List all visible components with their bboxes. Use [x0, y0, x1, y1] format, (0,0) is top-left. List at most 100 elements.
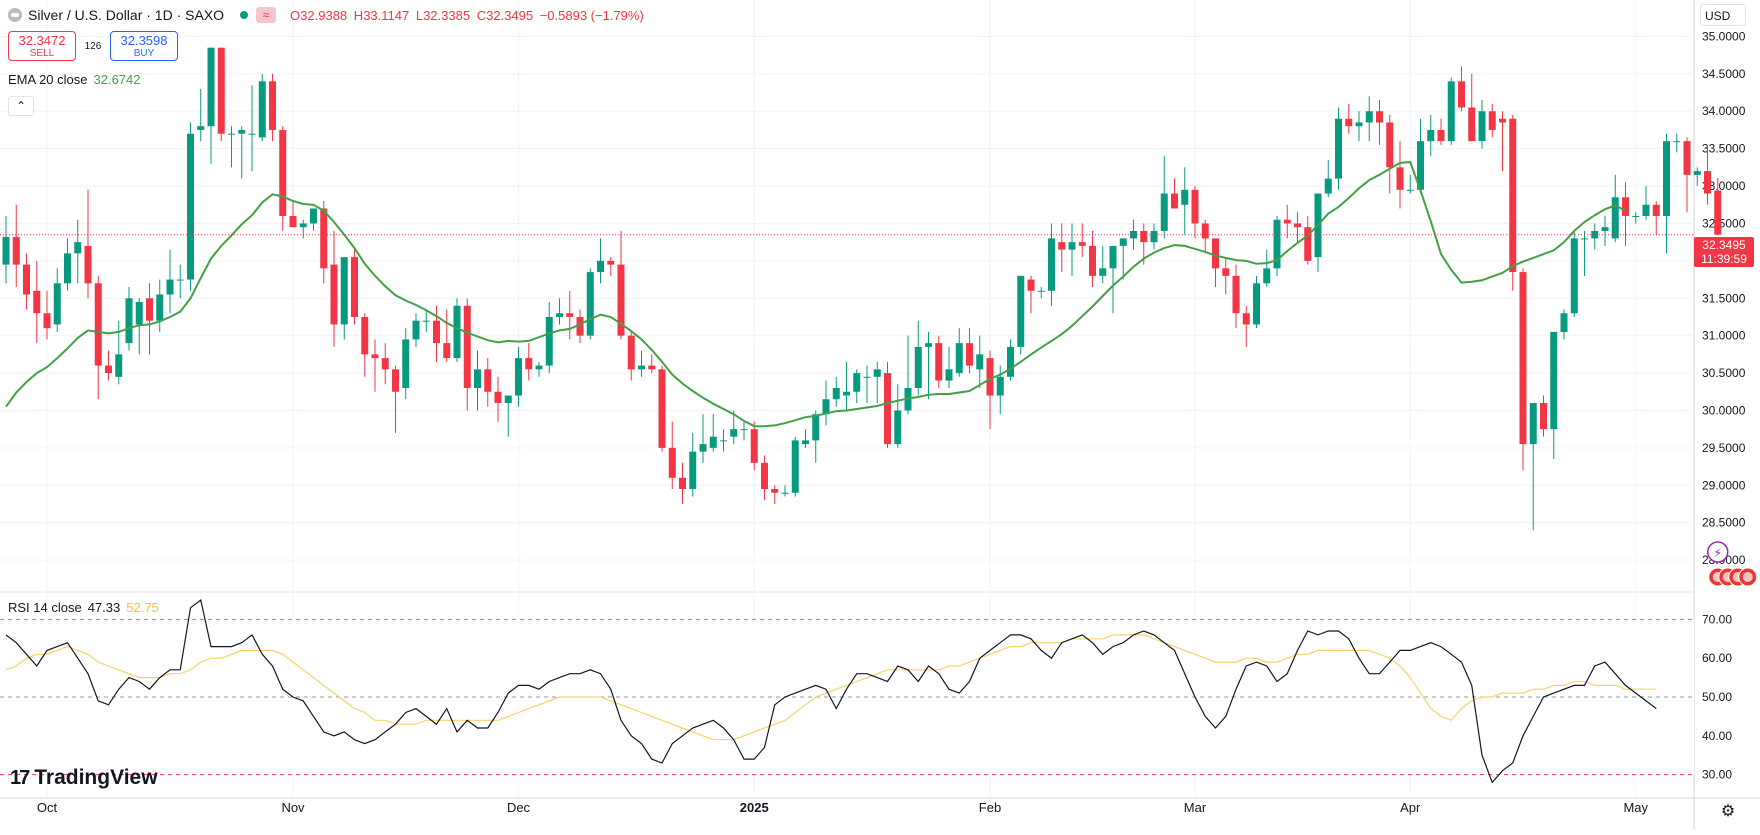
candle — [1212, 238, 1219, 268]
tradingview-logo[interactable]: 17 TradingView — [10, 766, 158, 790]
open-label: O — [290, 8, 300, 23]
candle — [1294, 223, 1301, 227]
candle — [1048, 238, 1055, 290]
rsi-legend[interactable]: RSI 14 close 47.33 52.75 — [8, 600, 159, 615]
currency-selector[interactable]: USD — [1700, 4, 1746, 26]
buy-button[interactable]: 32.3598 BUY — [110, 31, 178, 61]
candle — [1663, 141, 1670, 216]
candle — [1069, 242, 1076, 249]
candle — [495, 392, 502, 403]
candle — [1192, 190, 1199, 224]
ema-legend[interactable]: EMA 20 close 32.6742 — [8, 72, 141, 87]
candle — [23, 265, 30, 295]
rsi-band — [0, 619, 1694, 774]
candle — [1397, 167, 1404, 189]
candle — [1253, 283, 1260, 324]
price-tick-label: 30.0000 — [1702, 403, 1746, 417]
candle — [976, 354, 983, 369]
gear-icon[interactable]: ⚙ — [1718, 802, 1738, 822]
candle — [95, 283, 102, 365]
candle — [1325, 179, 1332, 194]
ema-label: EMA 20 close — [8, 72, 88, 87]
us-flag-event-icon-inner — [1743, 572, 1753, 582]
candle — [925, 343, 932, 347]
candle — [700, 444, 707, 451]
candle — [1612, 197, 1619, 238]
candle — [1591, 231, 1598, 238]
candle — [1233, 276, 1240, 313]
candle — [126, 298, 133, 343]
candle — [443, 343, 450, 358]
time-tick-label: Apr — [1400, 800, 1421, 815]
chart-legend: Silver / U.S. Dollar · 1D · SAXO ≈ O32.9… — [8, 6, 644, 24]
chart-title[interactable]: Silver / U.S. Dollar · 1D · SAXO — [28, 7, 224, 23]
candle — [1335, 119, 1342, 179]
candle — [208, 48, 215, 127]
candle — [792, 440, 799, 492]
candle — [1099, 268, 1106, 275]
high-label: H — [354, 8, 363, 23]
candle — [741, 429, 748, 430]
time-tick-label: Feb — [979, 800, 1001, 815]
rsi-tick-label: 70.00 — [1702, 612, 1732, 626]
price-tick-label: 34.5000 — [1702, 67, 1746, 81]
time-tick-label: Mar — [1184, 800, 1207, 815]
candle — [751, 429, 758, 463]
candle — [85, 246, 92, 283]
candle — [597, 261, 604, 272]
silver-symbol-icon — [8, 8, 22, 22]
candle — [935, 343, 942, 380]
candle — [1550, 332, 1557, 429]
time-tick-label: May — [1623, 800, 1648, 815]
candle — [505, 396, 512, 403]
rsi-tick-label: 60.00 — [1702, 651, 1732, 665]
rsi-value: 47.33 — [88, 600, 121, 615]
price-tick-label: 31.0000 — [1702, 329, 1746, 343]
candle — [1058, 242, 1065, 249]
price-chart[interactable]: 28.000028.500029.000029.500030.000030.50… — [0, 0, 1760, 830]
candle — [864, 377, 871, 378]
tradingview-logo-text: TradingView — [34, 766, 157, 790]
candle — [761, 463, 768, 489]
price-tick-label: 29.5000 — [1702, 441, 1746, 455]
sell-button[interactable]: 32.3472 SELL — [8, 31, 76, 61]
candle — [1110, 246, 1117, 268]
candle — [331, 265, 338, 325]
market-open-icon — [240, 11, 248, 19]
candle — [536, 366, 543, 370]
rsi-tick-label: 40.00 — [1702, 729, 1732, 743]
candle — [689, 452, 696, 489]
candle — [341, 257, 348, 324]
candle — [1448, 81, 1455, 141]
candle — [525, 358, 532, 369]
candle — [1345, 119, 1352, 126]
candle — [1684, 141, 1691, 175]
candle — [966, 343, 973, 365]
candle — [1376, 111, 1383, 122]
candle — [74, 242, 81, 253]
candle — [1643, 205, 1650, 216]
candle — [720, 440, 727, 441]
candle — [1161, 194, 1168, 231]
candle — [1509, 119, 1516, 272]
candle — [669, 448, 676, 478]
buy-price: 32.3598 — [111, 34, 177, 47]
candle — [1356, 122, 1363, 126]
candle — [987, 358, 994, 395]
buy-label: BUY — [111, 47, 177, 60]
candle — [515, 358, 522, 395]
candle — [279, 130, 286, 216]
candle — [392, 369, 399, 391]
compare-button[interactable]: ≈ — [256, 7, 276, 23]
candle — [812, 414, 819, 440]
candle — [115, 354, 122, 376]
trade-panel: 32.3472 SELL 126 32.3598 BUY — [8, 30, 178, 62]
candle — [638, 366, 645, 370]
candle — [187, 134, 194, 280]
chevron-up-icon[interactable]: ⌃ — [8, 96, 34, 116]
candle — [454, 306, 461, 358]
candle — [659, 369, 666, 448]
ema-value: 32.6742 — [94, 72, 141, 87]
candle — [1284, 220, 1291, 224]
candle — [566, 313, 573, 317]
